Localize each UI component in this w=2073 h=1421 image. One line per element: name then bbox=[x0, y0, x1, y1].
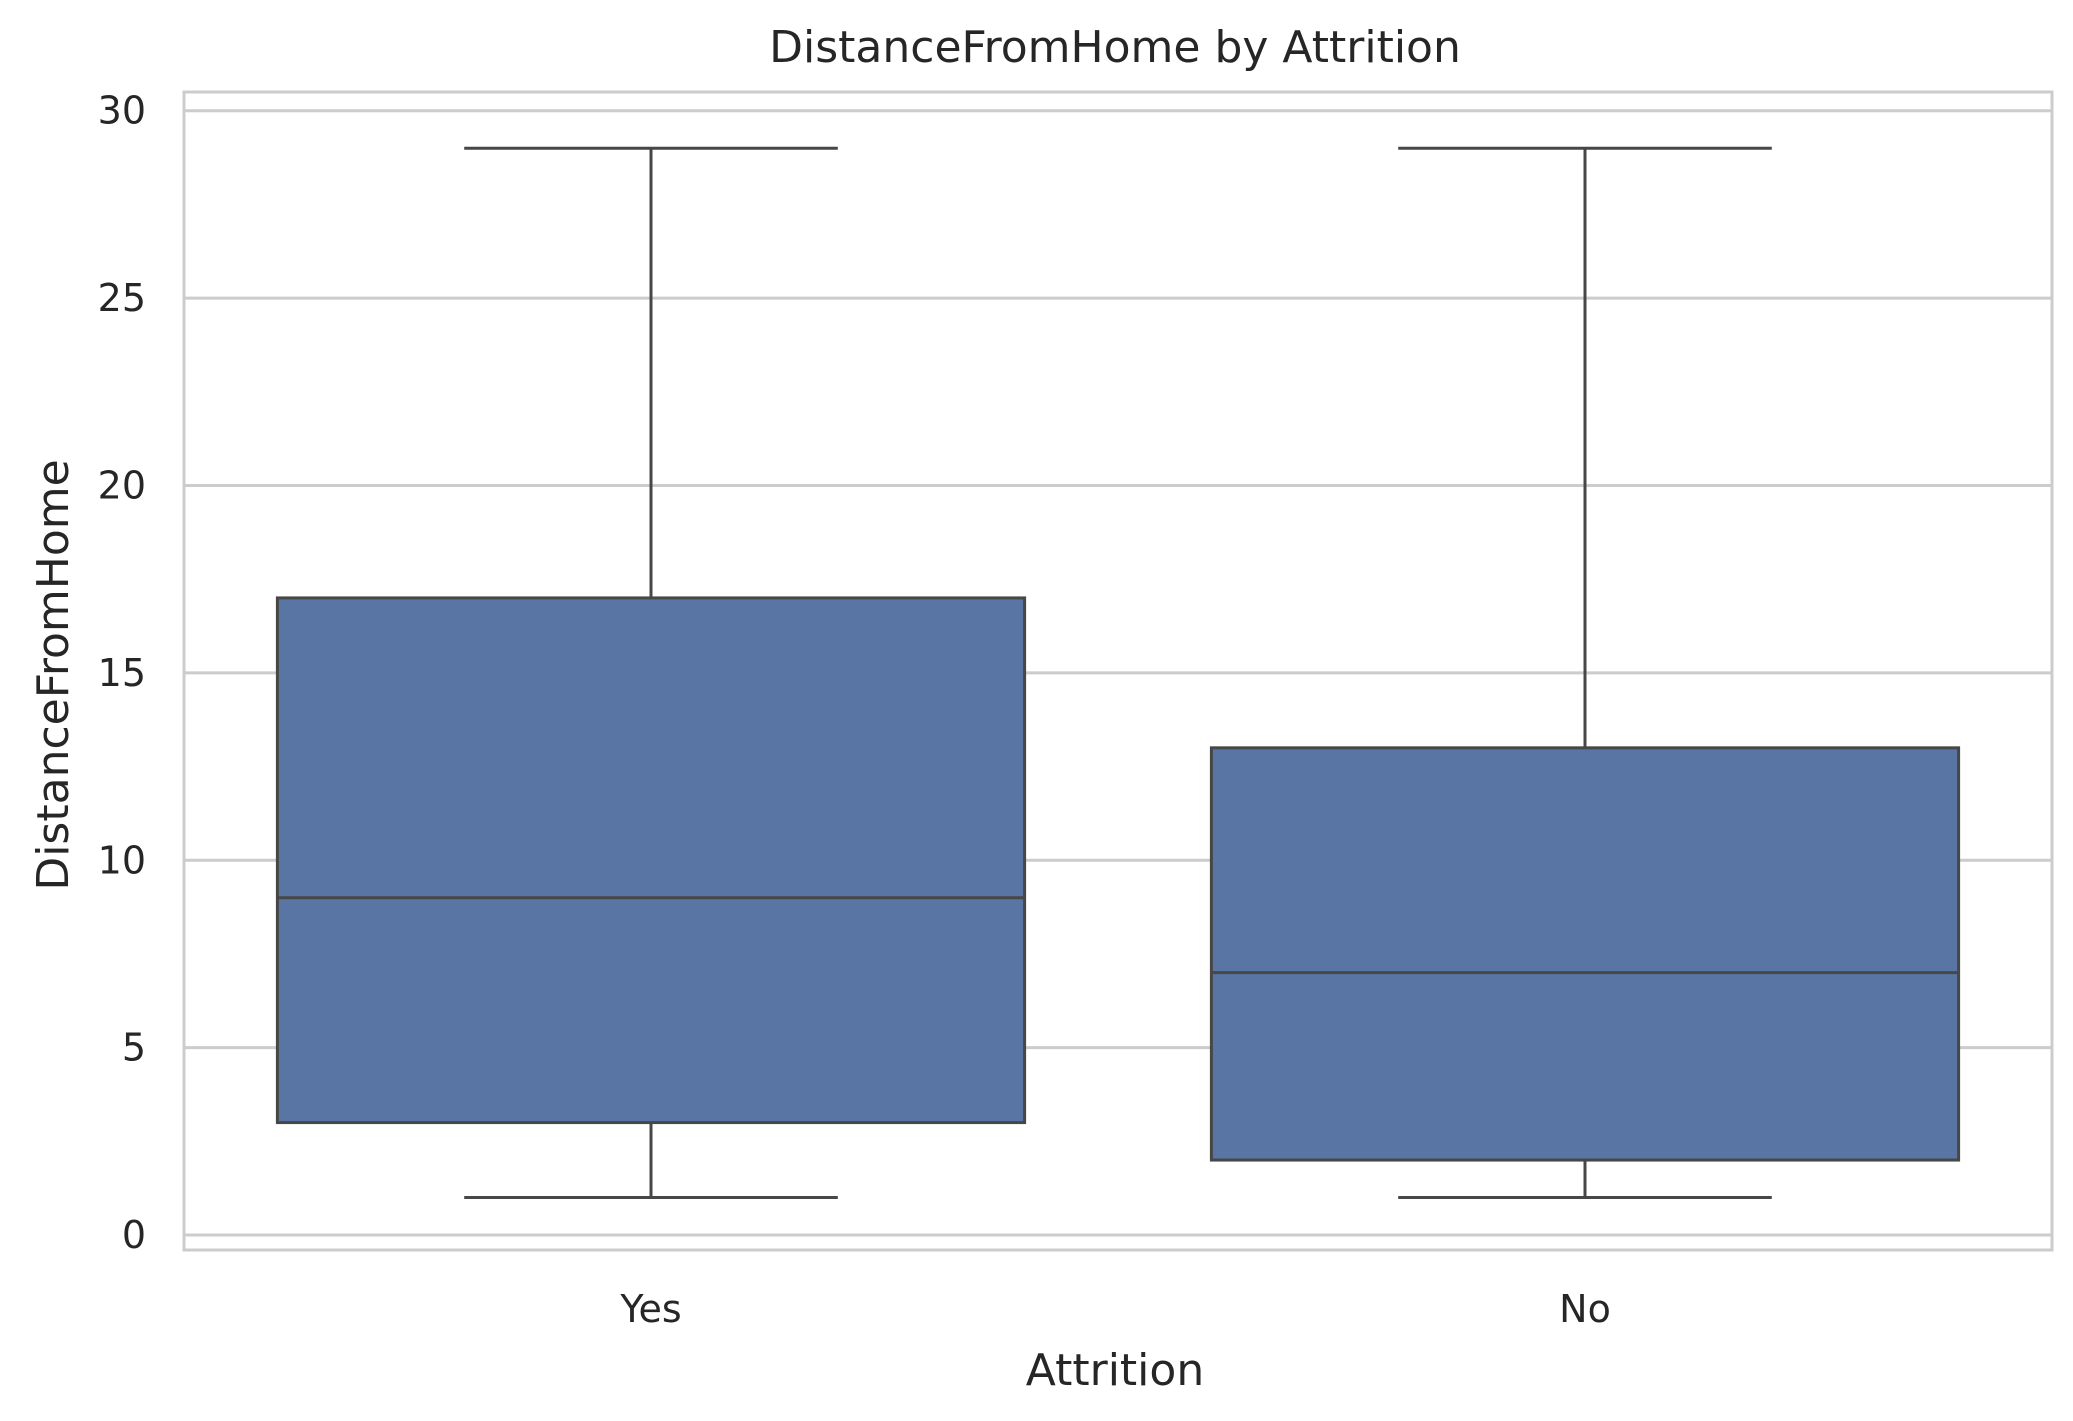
box-yes bbox=[275, 146, 1027, 1200]
y-tick-label: 0 bbox=[122, 1213, 146, 1257]
y-axis-label: DistanceFromHome bbox=[28, 459, 79, 890]
box-plot-series bbox=[275, 146, 1961, 1200]
x-axis-ticks: Yes No bbox=[619, 1287, 1611, 1331]
y-tick-label: 10 bbox=[98, 838, 146, 882]
chart-title: DistanceFromHome by Attrition bbox=[769, 22, 1461, 73]
x-tick-label: Yes bbox=[619, 1287, 681, 1331]
y-tick-label: 20 bbox=[98, 463, 146, 507]
plot-area-frame bbox=[182, 90, 2054, 1252]
interquartile-box bbox=[1209, 746, 1961, 1162]
x-axis-label: Attrition bbox=[1026, 1345, 1204, 1396]
y-tick-label: 30 bbox=[98, 89, 146, 133]
y-axis-ticks: 0 5 10 15 20 25 30 bbox=[98, 89, 146, 1257]
interquartile-box bbox=[275, 596, 1027, 1125]
box-no bbox=[1209, 146, 1961, 1200]
y-tick-label: 25 bbox=[98, 276, 146, 320]
y-tick-label: 5 bbox=[122, 1026, 146, 1070]
y-tick-label: 15 bbox=[98, 651, 146, 695]
x-tick-label: No bbox=[1559, 1287, 1611, 1331]
